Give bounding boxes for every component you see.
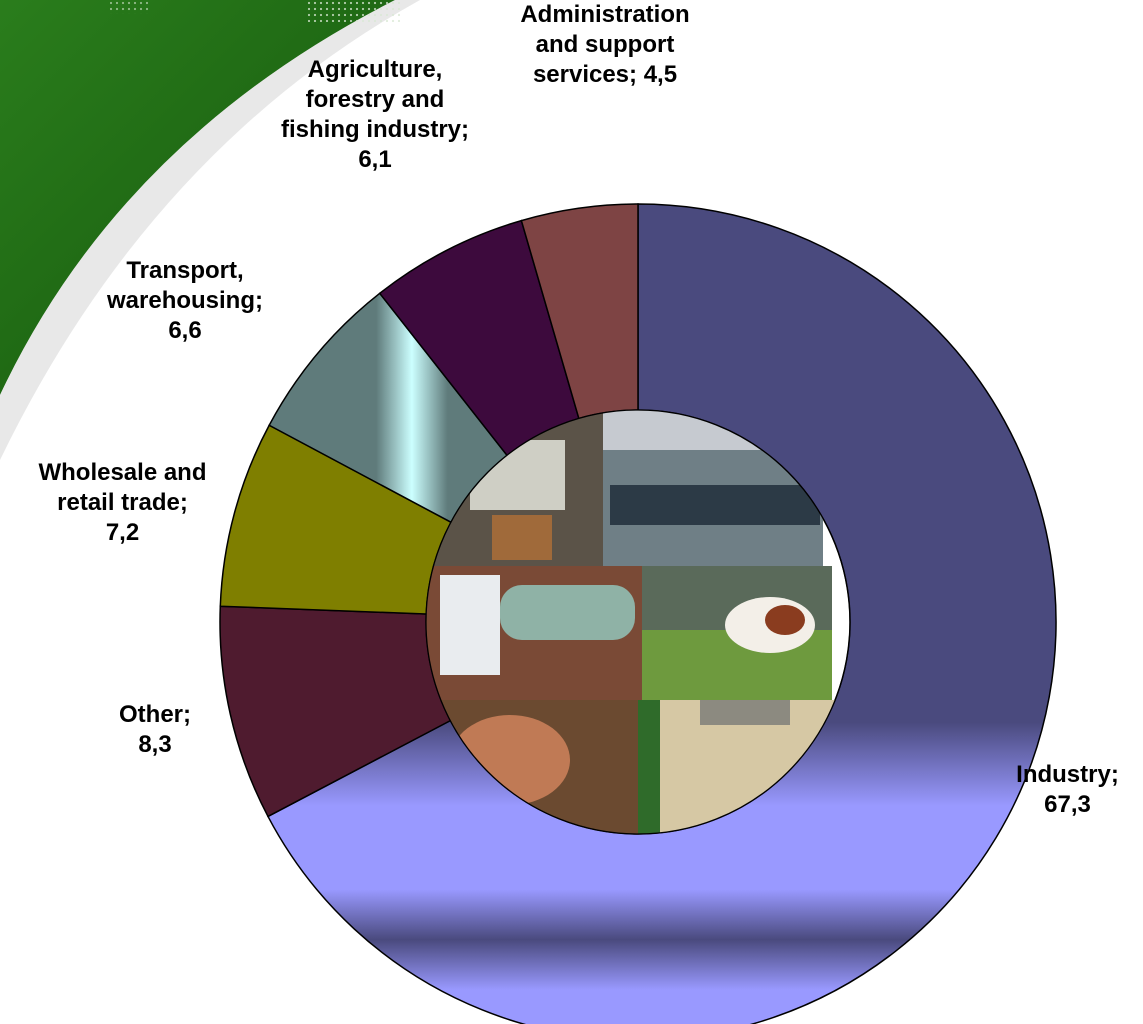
factory-box (492, 515, 552, 560)
sawdust-left (638, 700, 660, 834)
label-agriculture: Agriculture, forestry and fishing indust… (281, 56, 469, 173)
label-industry: Industry; 67,3 (1016, 761, 1119, 818)
green-swoosh (0, 0, 395, 395)
label-transport: Transport, warehousing; 6,6 (106, 257, 263, 344)
label-administration: Administration and support services; 4,5 (520, 1, 690, 88)
dotted-pattern (305, 0, 400, 22)
cow-patch (765, 605, 805, 635)
truck-tank (500, 585, 635, 640)
dotted-pattern-left (110, 0, 150, 14)
label-other: Other; 8,3 (119, 701, 191, 758)
truck-cab (440, 575, 500, 675)
inner-circle-outline (425, 409, 851, 835)
conveyor-belt (610, 485, 820, 525)
sawdust-hopper (700, 700, 790, 725)
label-wholesale: Wholesale and retail trade; 7,2 (38, 459, 207, 546)
